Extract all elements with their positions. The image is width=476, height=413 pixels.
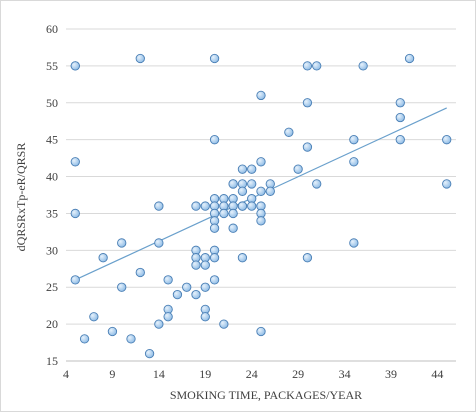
data-point [256, 216, 266, 226]
data-point [349, 135, 359, 145]
data-point [349, 238, 359, 248]
data-point [265, 186, 275, 196]
data-point [163, 312, 173, 322]
data-point [256, 90, 266, 101]
data-point [107, 326, 118, 337]
data-point [89, 312, 99, 322]
data-point [182, 282, 192, 292]
x-axis-title: SMOKING TIME, PACKAGES/YEAR [170, 388, 362, 402]
data-point [219, 208, 229, 219]
y-tick-label: 45 [46, 133, 58, 147]
data-point [154, 319, 164, 329]
y-tick-label: 50 [46, 96, 58, 110]
y-tick-label: 60 [46, 22, 58, 36]
x-tick-label: 4 [63, 367, 69, 381]
data-point [302, 98, 313, 108]
data-point [200, 282, 210, 292]
data-point [200, 260, 210, 270]
y-tick-labels: 15 20 25 30 35 40 45 50 55 60 [46, 22, 58, 368]
x-tick-label: 29 [292, 367, 304, 381]
data-point [135, 267, 145, 278]
data-point [247, 201, 257, 211]
data-point [70, 275, 80, 285]
data-point [144, 348, 155, 359]
x-tick-labels: 4 9 14 19 24 29 34 39 44 [63, 367, 443, 381]
data-point [126, 334, 136, 344]
x-tick-label: 9 [109, 367, 115, 381]
data-point [209, 275, 220, 285]
data-point [256, 157, 266, 167]
data-point [312, 61, 322, 71]
data-point [237, 164, 248, 174]
y-tick-label: 15 [46, 354, 58, 368]
data-point [200, 201, 210, 211]
data-point [395, 112, 405, 123]
data-point [191, 289, 201, 300]
y-axis-title: dQRSRxTp-eR/QRSR [14, 143, 28, 252]
data-point [256, 326, 266, 337]
data-point [135, 53, 145, 64]
data-point [302, 61, 313, 71]
data-point [154, 201, 164, 211]
x-tick-label: 19 [199, 367, 211, 381]
data-point [293, 164, 303, 174]
y-tick-label: 55 [46, 59, 58, 73]
y-tick-label: 20 [46, 317, 58, 331]
data-point [284, 127, 294, 137]
data-point [358, 61, 368, 71]
data-point [302, 142, 313, 152]
data-point [209, 53, 220, 64]
data-point [191, 260, 201, 270]
data-point [191, 201, 201, 211]
data-point [70, 157, 80, 167]
y-tick-label: 25 [46, 280, 58, 294]
data-point [247, 179, 257, 189]
data-point [228, 223, 238, 233]
data-point [247, 164, 257, 174]
data-point [302, 253, 313, 263]
data-point [209, 253, 220, 263]
data-point [404, 53, 415, 64]
data-points [70, 53, 452, 359]
y-tick-label: 40 [46, 170, 58, 184]
data-point [442, 135, 452, 145]
data-point [117, 282, 127, 292]
data-point [70, 208, 80, 219]
data-point [237, 186, 248, 196]
data-point [442, 179, 452, 189]
x-tick-label: 44 [431, 367, 443, 381]
data-point [349, 157, 359, 167]
data-point [228, 179, 238, 189]
y-tick-label: 35 [46, 206, 58, 220]
data-point [200, 312, 210, 322]
data-point [395, 135, 405, 145]
data-point [209, 223, 220, 233]
data-point [219, 319, 229, 329]
data-point [79, 334, 90, 344]
data-point [163, 275, 173, 285]
data-point [172, 289, 183, 300]
data-point [237, 201, 248, 211]
data-point [228, 208, 238, 219]
data-point [209, 135, 220, 145]
data-point [98, 253, 108, 263]
data-point [117, 238, 127, 248]
y-tick-label: 30 [46, 243, 58, 257]
data-point [154, 238, 164, 248]
x-tick-label: 34 [339, 367, 351, 381]
data-point [395, 98, 405, 108]
x-tick-label: 24 [246, 367, 258, 381]
data-point [312, 179, 322, 189]
data-point [256, 186, 266, 196]
data-point [70, 61, 80, 71]
data-point [237, 253, 248, 263]
x-tick-label: 14 [153, 367, 165, 381]
x-tick-label: 39 [385, 367, 397, 381]
